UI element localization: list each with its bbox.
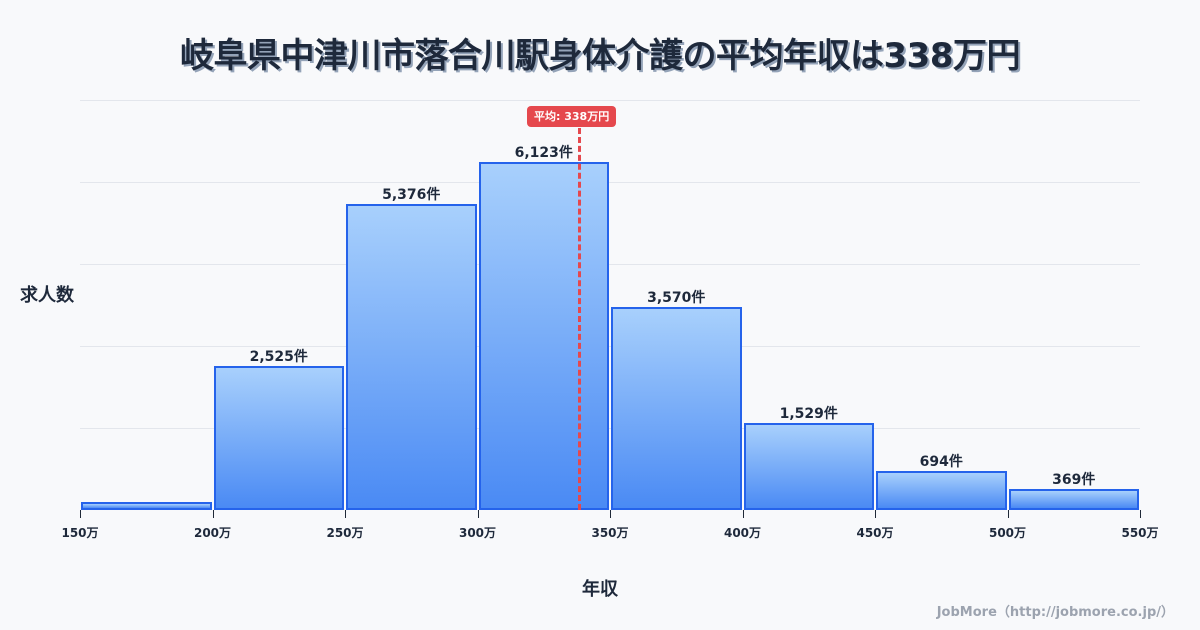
- x-tick: [610, 510, 611, 518]
- x-tick: [212, 510, 214, 518]
- histogram-bar: [81, 502, 212, 510]
- x-tick: [80, 510, 81, 518]
- bar-value-label: 369件: [1052, 472, 1096, 488]
- x-tick: [1140, 510, 1141, 518]
- bar-value-label: 1,529件: [779, 406, 838, 422]
- average-badge: 平均: 338万円: [527, 106, 617, 127]
- bar-value-label: 5,376件: [382, 187, 441, 203]
- gridline: [80, 264, 1140, 265]
- x-tick-label: 400万: [723, 526, 762, 540]
- histogram-bar: [1008, 489, 1139, 510]
- gridline: [80, 100, 1140, 101]
- x-tick-label: 450万: [856, 526, 894, 540]
- y-axis-label: 求人数: [20, 285, 74, 306]
- average-line: [578, 128, 581, 510]
- bar-value-label: 6,123件: [514, 145, 573, 161]
- x-axis-label: 年収: [582, 579, 618, 600]
- x-tick: [1007, 510, 1009, 518]
- x-tick-label: 250万: [326, 526, 364, 540]
- gridline: [80, 182, 1140, 183]
- x-tick: [477, 510, 479, 518]
- gridline: [80, 346, 1140, 347]
- histogram-bar: [213, 366, 344, 510]
- histogram-bar: [743, 423, 874, 510]
- source-credit: JobMore（http://jobmore.co.jp/）: [936, 605, 1174, 620]
- bar-value-label: 694件: [919, 454, 963, 470]
- gridline: [80, 428, 1140, 429]
- x-tick-label: 150万: [61, 526, 99, 540]
- histogram-bar: [611, 307, 742, 510]
- bar-value-label: 2,525件: [249, 349, 308, 365]
- chart-title: 岐阜県中津川市落合川駅身体介護の平均年収は338万円: [180, 36, 1020, 76]
- histogram-bar: [478, 162, 609, 510]
- x-tick-label: 200万: [193, 526, 232, 540]
- x-tick-label: 550万: [1121, 526, 1159, 540]
- x-tick: [742, 510, 744, 518]
- x-tick: [875, 510, 876, 518]
- histogram-bar: [346, 204, 477, 510]
- histogram-bar: [876, 471, 1007, 510]
- x-tick-label: 500万: [988, 526, 1027, 540]
- x-tick: [345, 510, 346, 518]
- x-tick-label: 350万: [591, 526, 629, 540]
- x-tick-label: 300万: [458, 526, 497, 540]
- bar-value-label: 3,570件: [647, 290, 706, 306]
